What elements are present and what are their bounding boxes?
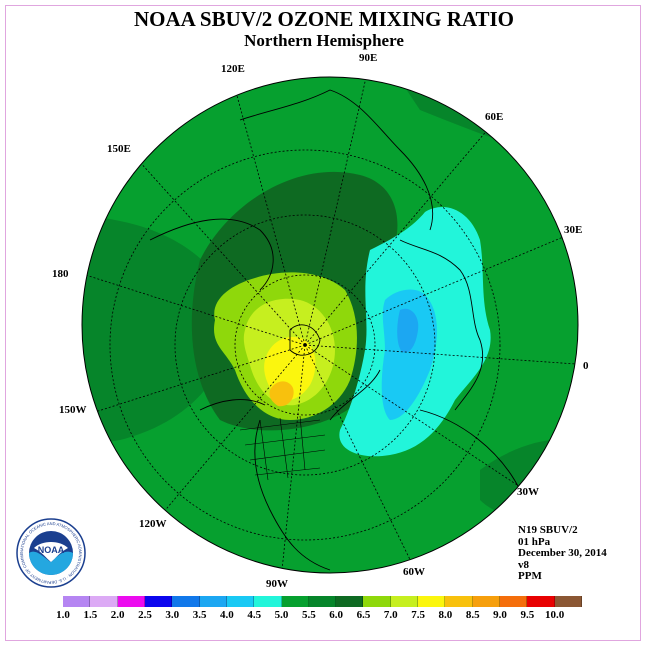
- colorbar-tick-label: 10.0: [545, 609, 565, 621]
- info-satellite: N19 SBUV/2: [518, 524, 578, 536]
- colorbar-swatch: [554, 596, 582, 607]
- colorbar-swatch: [63, 596, 91, 607]
- map-title: NOAA SBUV/2 OZONE MIXING RATIO: [134, 7, 514, 31]
- colorbar-swatch: [308, 596, 337, 607]
- colorbar-swatch: [254, 596, 282, 607]
- lon-label-30w: 30W: [517, 486, 539, 498]
- field-8-to-8-5: [269, 381, 294, 407]
- colorbar-tick-label: 7.5: [411, 609, 425, 621]
- colorbar-swatch: [472, 596, 500, 607]
- colorbar-swatch: [500, 596, 528, 607]
- field-4-to-4-5: [381, 289, 437, 420]
- noaa-logo: NOAA NATIONAL OCEANIC AND ATMOSPHERIC AD…: [16, 518, 86, 588]
- lon-label-90w: 90W: [266, 578, 288, 590]
- lon-label-30e: 30E: [564, 224, 583, 236]
- map-subtitle: Northern Hemisphere: [244, 31, 404, 50]
- colorbar-swatch: [363, 596, 391, 607]
- colorbar-tick-label: 6.0: [329, 609, 344, 621]
- colorbar-tick-label: 4.5: [247, 609, 262, 621]
- colorbar-swatch: [527, 596, 555, 607]
- info-level: 01 hPa: [518, 535, 551, 548]
- colorbar-swatch: [390, 596, 419, 607]
- colorbar-tick-label: 7.0: [383, 609, 398, 621]
- colorbar-tick-label: 1.5: [83, 609, 98, 621]
- colorbar: [63, 596, 582, 607]
- colorbar-tick-label: 9.5: [520, 609, 535, 621]
- map-info: N19 SBUV/2 01 hPa December 30, 2014 v8 P…: [518, 524, 607, 583]
- colorbar-swatch: [144, 596, 173, 607]
- colorbar-tick-label: 2.0: [110, 609, 125, 621]
- latitude-circle-70n: [234, 274, 376, 416]
- colorbar-tick-label: 8.0: [438, 609, 453, 621]
- colorbar-swatch: [199, 596, 227, 607]
- info-version: v8: [518, 558, 529, 571]
- field-5-5-to-6-west: [82, 215, 232, 450]
- map-boundary: [81, 76, 579, 574]
- state-boundaries: [239, 415, 326, 481]
- lon-label-120e: 120E: [221, 63, 245, 75]
- info-units: PPM: [518, 570, 542, 582]
- latitude-circle-50n: [174, 214, 436, 476]
- lon-label-0: 0: [583, 360, 589, 372]
- colorbar-tick-label: 6.5: [356, 609, 371, 621]
- colorbar-swatch: [226, 596, 255, 607]
- colorbar-swatch: [336, 596, 364, 607]
- colorbar-tick-label: 2.5: [138, 609, 152, 621]
- colorbar-tick-label: 4.0: [220, 609, 234, 621]
- info-date: December 30, 2014: [518, 547, 607, 559]
- colorbar-tick-label: 5.5: [301, 609, 316, 621]
- figure-frame: [5, 5, 641, 641]
- colorbar-tick-label: 3.0: [165, 609, 180, 621]
- meridians: [82, 77, 578, 573]
- colorbar-tick-label: 1.0: [56, 609, 70, 621]
- colorbar-swatch: [90, 596, 118, 607]
- lon-label-90e: 90E: [359, 52, 378, 64]
- lon-label-60e: 60E: [485, 111, 504, 123]
- field-3-5-to-4: [397, 308, 419, 353]
- colorbar-tick-label: 8.5: [465, 609, 480, 621]
- logo-wordmark: NOAA: [38, 545, 65, 555]
- colorbar-swatch: [172, 596, 200, 607]
- colorbar-tick-label: 9.0: [493, 609, 507, 621]
- colorbar-tick-label: 3.5: [192, 609, 207, 621]
- lon-label-180: 180: [52, 268, 69, 280]
- colorbar-tick-label: 5.0: [274, 609, 289, 621]
- colorbar-swatch: [117, 596, 145, 607]
- colorbar-swatch: [418, 596, 446, 607]
- colorbar-swatch: [281, 596, 309, 607]
- lon-label-60w: 60W: [403, 566, 425, 578]
- lon-label-150w: 150W: [59, 404, 87, 416]
- colorbar-swatch: [445, 596, 473, 607]
- lon-label-120w: 120W: [139, 518, 167, 530]
- latitude-circle-30n: [109, 149, 501, 541]
- lon-label-150e: 150E: [107, 143, 131, 155]
